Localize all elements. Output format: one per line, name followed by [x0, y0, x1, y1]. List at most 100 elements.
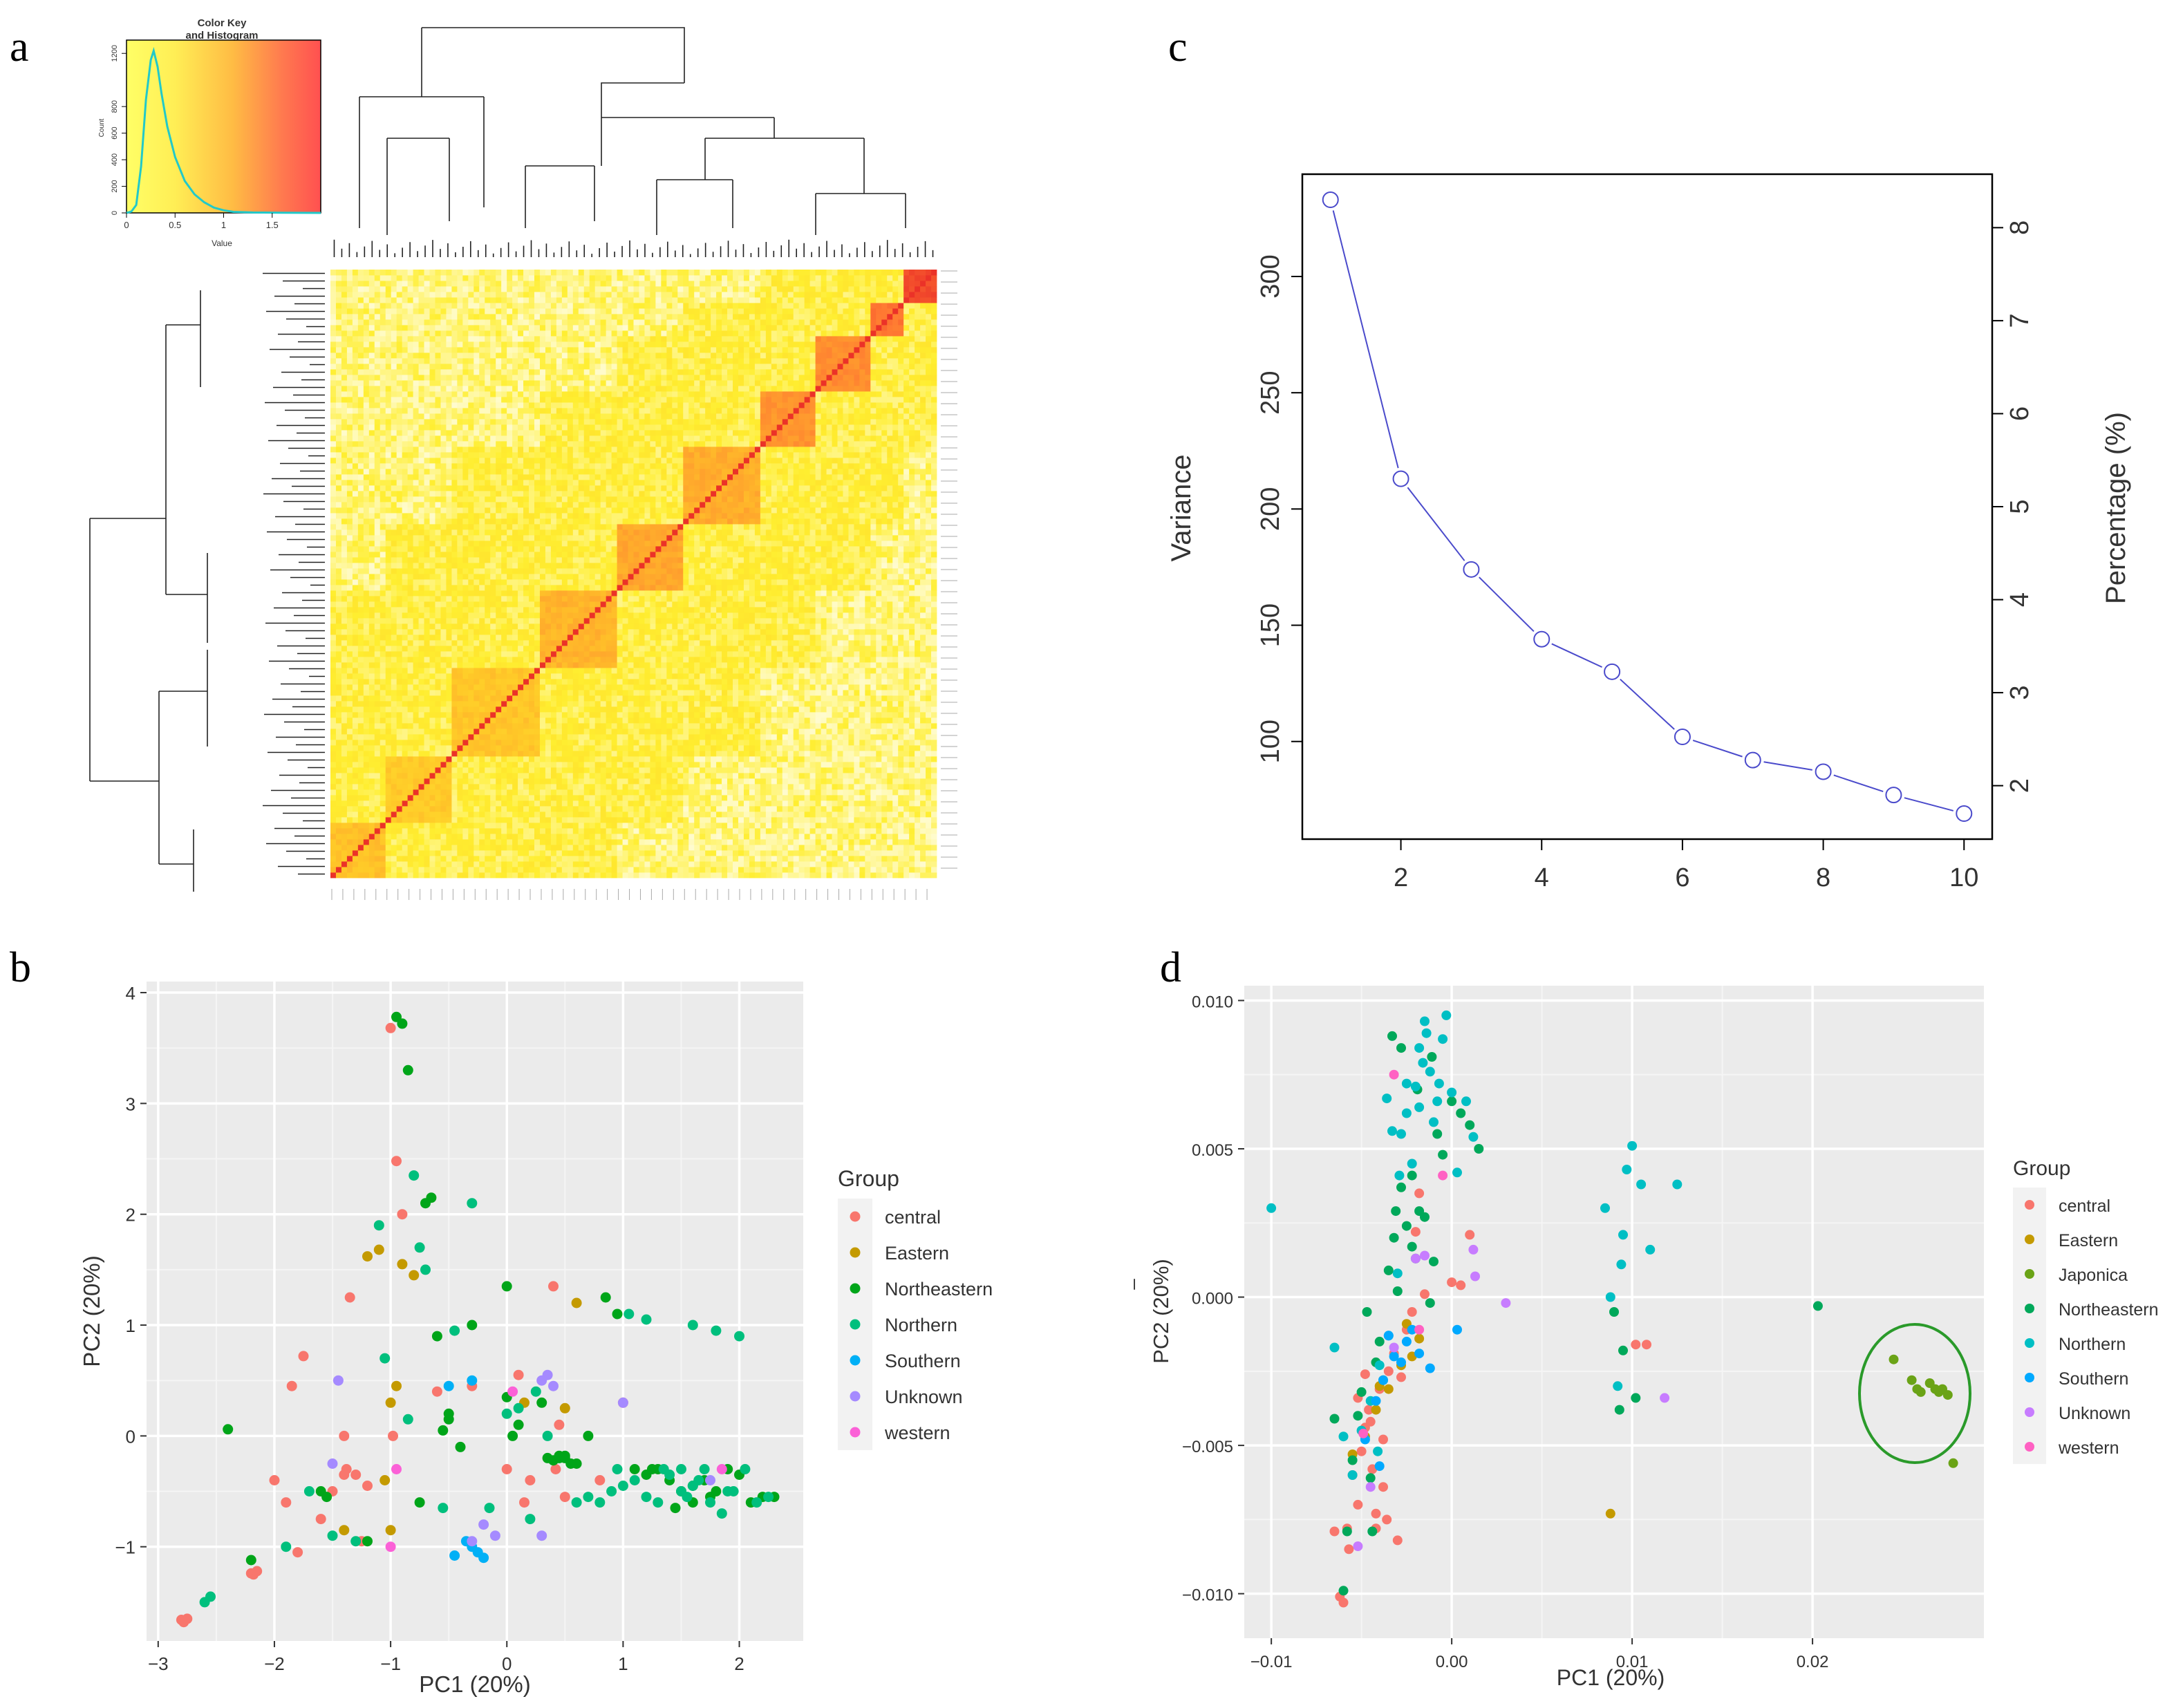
heatmap-cell — [633, 712, 639, 718]
heatmap-cell — [628, 679, 634, 685]
heatmap-cell — [341, 856, 348, 862]
heatmap-cell — [600, 712, 607, 718]
heatmap-cell — [666, 701, 673, 707]
heatmap-cell — [446, 706, 452, 713]
heatmap-cell — [561, 679, 568, 685]
heatmap-cell — [424, 806, 430, 812]
heatmap-cell — [859, 723, 865, 729]
heatmap-cell — [700, 817, 706, 823]
heatmap-cell — [677, 845, 684, 851]
heatmap-cell — [650, 773, 656, 779]
heatmap-cell — [865, 850, 871, 856]
heatmap-cell — [468, 773, 474, 779]
heatmap-cell — [556, 839, 563, 845]
heatmap-cell — [700, 795, 706, 801]
heatmap-cell — [617, 690, 623, 696]
heatmap-cell — [479, 668, 485, 674]
heatmap-cell — [903, 690, 910, 696]
heatmap-cell — [518, 845, 524, 851]
heatmap-cell — [876, 795, 882, 801]
heatmap-cell — [578, 784, 585, 790]
heatmap-cell — [749, 657, 756, 663]
heatmap-cell — [550, 706, 557, 713]
heatmap-cell — [512, 817, 518, 823]
heatmap-cell — [903, 712, 910, 718]
heatmap-cell — [793, 690, 800, 696]
heatmap-cell — [722, 651, 728, 657]
heatmap-cell — [561, 635, 568, 641]
heatmap-cell — [815, 872, 821, 879]
heatmap-cell — [700, 823, 706, 829]
heatmap-cell — [567, 740, 574, 746]
heatmap-cell — [550, 811, 557, 818]
heatmap-cell — [501, 767, 507, 773]
heatmap-cell — [688, 817, 695, 823]
heatmap-cell — [451, 695, 458, 702]
heatmap-cell — [418, 629, 424, 635]
heatmap-cell — [771, 640, 778, 646]
heatmap-cell — [357, 850, 364, 856]
heatmap-cell — [870, 767, 877, 773]
heatmap-cell — [859, 762, 865, 768]
heatmap-cell — [583, 751, 590, 757]
heatmap-cell — [804, 668, 811, 674]
heatmap-cell — [418, 684, 424, 691]
heatmap-cell — [357, 762, 364, 768]
panel-label-d: d — [1160, 944, 1181, 991]
heatmap-cell — [815, 673, 821, 679]
heatmap-cell — [859, 806, 865, 812]
heatmap-cell — [887, 856, 893, 862]
heatmap-cell — [556, 657, 563, 663]
heatmap-cell — [594, 839, 601, 845]
heatmap-cell — [435, 778, 441, 785]
heatmap-cell — [733, 756, 739, 762]
heatmap-cell — [672, 823, 678, 829]
heatmap-cell — [804, 773, 811, 779]
heatmap-cell — [661, 823, 667, 829]
heatmap-cell — [920, 845, 926, 851]
heatmap-cell — [594, 729, 601, 735]
heatmap-cell — [346, 679, 353, 685]
heatmap-cell — [727, 706, 733, 713]
heatmap-cell — [754, 695, 761, 702]
heatmap-cell — [617, 867, 623, 873]
heatmap-cell — [385, 839, 392, 845]
heatmap-cell — [435, 834, 441, 840]
heatmap-cell — [545, 657, 552, 663]
heatmap-cell — [733, 778, 739, 785]
heatmap-cell — [583, 850, 590, 856]
heatmap-cell — [496, 662, 502, 668]
heatmap-cell — [468, 640, 474, 646]
heatmap-cell — [330, 734, 337, 740]
heatmap-cell — [639, 762, 645, 768]
heatmap-cell — [909, 646, 915, 652]
heatmap-cell — [920, 690, 926, 696]
heatmap-cell — [374, 668, 381, 674]
heatmap-cell — [926, 740, 932, 746]
heatmap-cell — [402, 684, 409, 691]
heatmap-cell — [854, 762, 860, 768]
heatmap-cell — [374, 795, 381, 801]
heatmap-cell — [556, 773, 563, 779]
heatmap-cell — [501, 701, 507, 707]
heatmap-cell — [881, 845, 888, 851]
heatmap-cell — [782, 679, 789, 685]
heatmap-cell — [578, 828, 585, 834]
heatmap-cell — [688, 828, 695, 834]
heatmap-cell — [666, 729, 673, 735]
heatmap-cell — [804, 817, 811, 823]
heatmap-cell — [440, 695, 447, 702]
heatmap-cell — [688, 701, 695, 707]
heatmap-cell — [485, 762, 491, 768]
heatmap-cell — [672, 800, 678, 807]
heatmap-cell — [330, 745, 337, 751]
heatmap-cell — [843, 717, 849, 724]
heatmap-cell — [688, 740, 695, 746]
heatmap-cell — [733, 651, 739, 657]
heatmap-cell — [672, 651, 678, 657]
heatmap-cell — [501, 795, 507, 801]
heatmap-cell — [655, 806, 662, 812]
heatmap-cell — [650, 767, 656, 773]
heatmap-cell — [628, 767, 634, 773]
heatmap-cell — [589, 834, 596, 840]
